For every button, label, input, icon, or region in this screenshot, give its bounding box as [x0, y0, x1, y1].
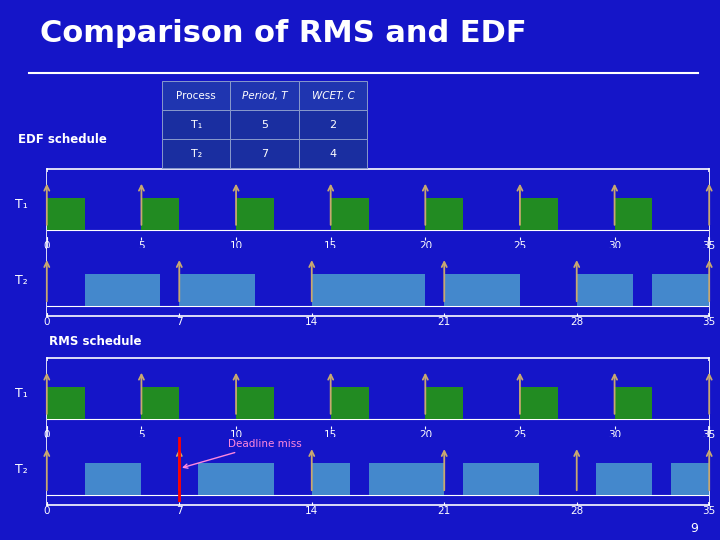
Bar [230, 81, 299, 110]
Text: 5: 5 [261, 120, 268, 130]
Bar [577, 274, 634, 306]
Bar [47, 387, 85, 419]
Bar [141, 387, 179, 419]
Bar [463, 463, 539, 495]
Bar [595, 463, 652, 495]
Bar [350, 274, 426, 306]
Bar [85, 463, 141, 495]
Y-axis label: T₂: T₂ [15, 463, 28, 476]
Text: T₁: T₁ [191, 120, 202, 130]
Bar [230, 110, 299, 139]
Text: 9: 9 [690, 522, 698, 535]
Bar [426, 387, 463, 419]
Bar [330, 387, 369, 419]
Bar [312, 274, 350, 306]
Text: 2: 2 [330, 120, 336, 130]
Text: Process: Process [176, 91, 216, 100]
Bar [330, 198, 369, 230]
Bar [230, 139, 299, 168]
Bar [141, 198, 179, 230]
Y-axis label: T₂: T₂ [15, 274, 28, 287]
Bar [426, 198, 463, 230]
Bar [179, 274, 255, 306]
Bar [162, 110, 230, 139]
Text: EDF schedule: EDF schedule [18, 133, 107, 146]
Bar [236, 387, 274, 419]
Bar [198, 463, 274, 495]
Text: RMS schedule: RMS schedule [49, 335, 141, 348]
Bar [369, 463, 444, 495]
Text: Period, T: Period, T [242, 91, 287, 100]
Y-axis label: T₁: T₁ [15, 387, 28, 400]
Text: T₂: T₂ [191, 149, 202, 159]
Bar [162, 81, 230, 110]
Bar [299, 139, 367, 168]
Bar [671, 463, 709, 495]
Bar [85, 274, 161, 306]
Bar [236, 198, 274, 230]
Bar [312, 463, 350, 495]
Bar [299, 81, 367, 110]
Text: 7: 7 [261, 149, 268, 159]
Bar [652, 274, 709, 306]
Bar [444, 274, 520, 306]
Bar [520, 387, 558, 419]
Bar [162, 139, 230, 168]
Text: Deadline miss: Deadline miss [184, 439, 302, 468]
Bar [47, 198, 85, 230]
Bar [615, 198, 652, 230]
Text: Comparison of RMS and EDF: Comparison of RMS and EDF [40, 19, 526, 48]
Y-axis label: T₁: T₁ [15, 198, 28, 211]
Text: WCET, C: WCET, C [312, 91, 354, 100]
Text: 4: 4 [330, 149, 336, 159]
Bar [520, 198, 558, 230]
Bar [299, 110, 367, 139]
Bar [615, 387, 652, 419]
